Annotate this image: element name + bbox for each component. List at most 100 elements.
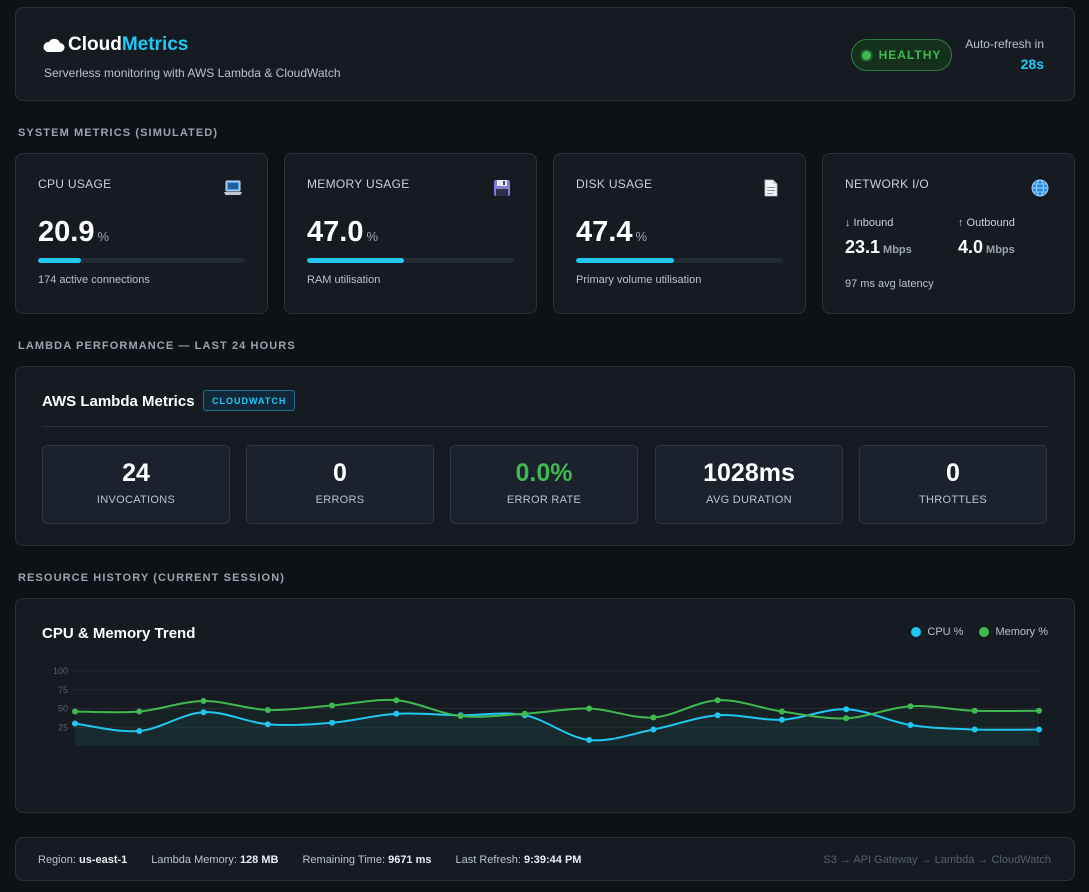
section-title-history: RESOURCE HISTORY (CURRENT SESSION)	[18, 572, 286, 584]
cpu-progress-fill	[38, 258, 82, 263]
data-point	[136, 708, 143, 715]
memory-subtext: RAM utilisation	[307, 274, 381, 286]
divider	[42, 426, 1049, 427]
stat-label: ERROR RATE	[506, 494, 582, 506]
status-dot-icon	[861, 50, 871, 60]
lambda-stat-errors: 0 ERRORS	[246, 445, 434, 524]
series-line-0	[74, 708, 1040, 742]
cpu-progress-bar	[38, 258, 245, 263]
data-point	[72, 708, 78, 715]
auto-refresh-label: Auto-refresh in	[965, 37, 1044, 51]
data-point	[72, 720, 78, 727]
data-point	[200, 698, 207, 704]
header-card: Cloud Metrics Serverless monitoring with …	[15, 7, 1075, 101]
memory-metric-card: MEMORY USAGE 47.0% RAM utilisation	[284, 153, 537, 314]
disk-progress-bar	[576, 258, 783, 263]
data-point	[1036, 707, 1042, 714]
footer-remaining-time: Remaining Time: 9671 ms	[302, 854, 432, 866]
data-point	[714, 712, 721, 719]
outbound-value: 4.0 Mbps	[958, 237, 1015, 257]
footer-info: Region: us-east-1 Lambda Memory: 128 MB …	[38, 854, 605, 866]
series-line-1	[74, 698, 1040, 720]
stat-label: ERRORS	[315, 494, 365, 506]
stat-value: 24	[122, 459, 150, 487]
stat-value: 0	[333, 459, 347, 487]
health-status-label: HEALTHY	[878, 48, 942, 62]
memory-value: 47.0%	[307, 216, 379, 248]
network-label: NETWORK I/O	[845, 177, 929, 191]
network-outbound: ↑ Outbound 4.0 Mbps	[958, 217, 1015, 258]
data-point	[393, 710, 400, 717]
inbound-value: 23.1 Mbps	[845, 237, 912, 257]
inbound-label: ↓ Inbound	[845, 217, 894, 229]
data-point	[586, 705, 593, 712]
stat-value: 0.0%	[515, 459, 573, 487]
disk-progress-fill	[576, 258, 675, 263]
data-point	[200, 709, 207, 716]
data-point	[714, 697, 721, 704]
disk-label: DISK USAGE	[576, 177, 653, 191]
disk-value: 47.4%	[576, 216, 648, 248]
memory-label: MEMORY USAGE	[307, 177, 410, 191]
globe-icon	[1031, 179, 1049, 197]
trend-chart: 25 50 75 100	[53, 666, 1042, 746]
stat-label: INVOCATIONS	[96, 494, 176, 506]
lambda-stat-throttles: 0 THROTTLES	[859, 445, 1047, 524]
cpu-label: CPU USAGE	[38, 177, 112, 191]
memory-progress-fill	[307, 258, 405, 263]
footer-region: Region: us-east-1	[38, 854, 128, 866]
data-point	[329, 719, 336, 726]
data-point	[843, 715, 850, 722]
brand-name: Cloud	[68, 34, 122, 55]
data-point	[843, 706, 850, 713]
section-title-system: SYSTEM METRICS (SIMULATED)	[18, 127, 219, 139]
tagline: Serverless monitoring with AWS Lambda & …	[44, 66, 341, 80]
disk-metric-card: DISK USAGE 47.4% Primary volume utilisat…	[553, 153, 806, 314]
lambda-stat-invocations: 24 INVOCATIONS	[42, 445, 230, 524]
stat-value: 1028ms	[703, 459, 795, 487]
section-title-lambda: LAMBDA PERFORMANCE — LAST 24 HOURS	[18, 340, 296, 352]
legend-label-memory: Memory %	[995, 626, 1048, 638]
data-point	[393, 697, 400, 704]
memory-progress-bar	[307, 258, 514, 263]
legend-swatch-memory	[979, 627, 990, 637]
lambda-metrics-card: AWS Lambda Metrics CLOUDWATCH 24 INVOCAT…	[15, 366, 1075, 546]
data-point	[1036, 726, 1042, 733]
lambda-title: AWS Lambda Metrics	[42, 393, 195, 410]
network-latency: 97 ms avg latency	[845, 278, 934, 290]
legend-item-cpu: CPU %	[911, 626, 963, 638]
data-point	[650, 726, 657, 733]
brand-accent: Metrics	[121, 34, 189, 55]
data-point	[971, 726, 978, 733]
data-point	[264, 707, 271, 713]
y-tick-label: 100	[53, 666, 68, 676]
network-metric-card: NETWORK I/O ↓ Inbound 23.1 Mbps ↑ Outboun…	[822, 153, 1075, 314]
disk-subtext: Primary volume utilisation	[576, 274, 702, 286]
brand-logo: Cloud Metrics	[43, 34, 188, 56]
footer-bar: Region: us-east-1 Lambda Memory: 128 MB …	[15, 837, 1075, 881]
lambda-stat-avg-duration: 1028ms AVG DURATION	[655, 445, 843, 524]
legend-label-cpu: CPU %	[927, 626, 964, 638]
cpu-value: 20.9%	[38, 216, 110, 248]
legend-swatch-cpu	[911, 627, 922, 637]
data-point	[329, 702, 336, 709]
cloudwatch-badge: CLOUDWATCH	[203, 390, 296, 411]
y-tick-label: 75	[58, 685, 68, 695]
document-icon	[764, 179, 778, 197]
outbound-label: ↑ Outbound	[958, 217, 1015, 229]
resource-history-card: CPU & Memory Trend CPU % Memory % 25 50 75…	[15, 598, 1075, 813]
cloud-icon	[43, 38, 65, 52]
auto-refresh-countdown: 28s	[1020, 56, 1044, 72]
legend-item-memory: Memory %	[979, 626, 1048, 638]
footer-last-refresh: Last Refresh: 9:39:44 PM	[455, 854, 582, 866]
data-point	[778, 708, 785, 715]
chart-title: CPU & Memory Trend	[42, 625, 196, 642]
chart-legend: CPU % Memory %	[895, 626, 1048, 638]
data-point	[907, 703, 914, 710]
cpu-metric-card: CPU USAGE 20.9% 174 active connections	[15, 153, 268, 314]
stat-label: THROTTLES	[918, 494, 988, 506]
cpu-subtext: 174 active connections	[38, 274, 150, 286]
network-inbound: ↓ Inbound 23.1 Mbps	[845, 217, 912, 258]
data-point	[907, 722, 914, 728]
health-status-badge: HEALTHY	[851, 39, 952, 71]
